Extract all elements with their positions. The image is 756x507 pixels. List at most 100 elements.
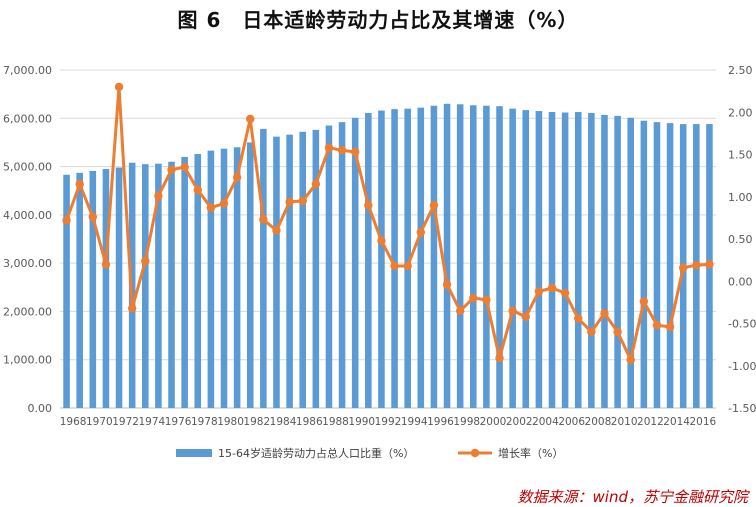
growth-point [600,309,609,318]
x-axis: 1968 1970 1972 1974 1976 1978 1980 1982 1984 1986… [60,416,717,428]
growth-point [272,226,281,235]
growth-point [547,283,557,293]
bar [588,112,595,408]
bar [535,111,543,409]
bar [627,117,634,408]
x-tick-label: 2010 [611,416,638,428]
bar [220,148,228,408]
growth-point [75,179,84,189]
growth-point [403,261,412,271]
growth-point [62,216,71,225]
growth-point [521,312,530,321]
x-tick-label: 1986 [296,416,323,428]
growth-point [311,179,321,189]
growth-point [298,196,307,206]
bar [496,106,503,408]
left-axis: 0.00 1,000.00 2,000.00 3,000.00 4,000.00 5,00… [3,64,52,415]
bar [483,105,490,408]
x-tick-label: 1994 [401,416,428,428]
growth-point [679,263,688,272]
x-tick-label: 1998 [453,416,480,428]
growth-point [127,304,137,313]
bar [181,156,188,408]
growth-point [442,280,452,289]
bar [404,108,411,408]
right-tick-label: 2.50 [728,64,753,77]
left-tick-label: 4,000.00 [3,209,52,222]
growth-point [351,147,360,157]
legend-marker-line [470,448,480,458]
x-tick-label: 2000 [480,416,507,428]
growth-point [154,191,163,201]
data-source-note: 数据来源：wind，苏宁金融研究院 [517,488,748,506]
growth-point [285,197,294,207]
bar [574,112,582,408]
growth-point [574,314,583,323]
growth-point [101,260,111,269]
growth-point [193,185,202,195]
growth-point [534,287,544,296]
growth-point [88,212,98,222]
x-tick-label: 2006 [558,416,585,428]
bar [548,112,556,408]
bar [640,120,648,408]
right-tick-label: -1.00 [728,360,756,373]
bar [509,108,516,408]
right-tick-label: 2.00 [728,106,753,119]
growth-point [206,203,216,212]
bar [470,105,477,409]
bar [286,134,293,408]
growth-point [587,327,596,337]
x-tick-label: 1996 [427,416,454,428]
growth-point [455,306,465,316]
bar [653,122,661,409]
growth-point [232,173,242,182]
legend-swatch-bars [176,449,212,457]
left-tick-label: 2,000.00 [3,305,52,318]
growth-point [259,215,268,224]
right-tick-label: -0.50 [728,318,756,331]
bar [102,168,110,408]
bar [614,115,621,408]
right-axis: -1.50 -1.00 -0.50 0.00 0.50 1.00 1.50 2.00 2.50 [728,64,756,415]
x-tick-label: 2008 [585,416,612,428]
growth-line [65,85,710,362]
bar [338,122,346,409]
growth-point [613,327,622,337]
x-tick-label: 1992 [375,416,402,428]
x-tick-label: 2004 [532,416,559,428]
x-tick-label: 2016 [690,416,717,428]
left-tick-label: 7,000.00 [3,64,52,77]
bar [299,131,306,408]
growth-point [639,297,649,306]
legend-label-line: 增长率（%） [498,446,563,460]
bar [260,128,267,408]
bar [561,112,569,409]
growth-point [390,261,399,271]
bar [312,129,320,409]
growth-point [219,199,229,208]
legend: 15-64岁适龄劳动力占总人口比重（%） 增长率（%） [176,446,563,460]
bar [194,154,202,408]
x-tick-label: 2014 [663,416,690,428]
bar [522,110,530,408]
x-tick-label: 1984 [270,416,297,428]
right-tick-label: 1.50 [728,149,753,162]
x-tick-label: 1980 [217,416,244,428]
bar [417,107,425,409]
bar [246,142,254,408]
x-tick-label: 1974 [138,416,165,428]
left-tick-label: 6,000.00 [3,112,52,125]
x-tick-label: 1978 [191,416,218,428]
growth-point [180,162,189,172]
bar [168,161,175,408]
growth-point [364,201,373,210]
growth-point [705,260,714,269]
x-tick-label: 1976 [165,416,192,428]
right-tick-label: 1.00 [728,191,753,204]
growth-point [665,322,675,332]
bar [378,110,385,408]
x-tick-label: 1982 [243,416,270,428]
growth-point [626,355,635,365]
bar [443,103,451,409]
